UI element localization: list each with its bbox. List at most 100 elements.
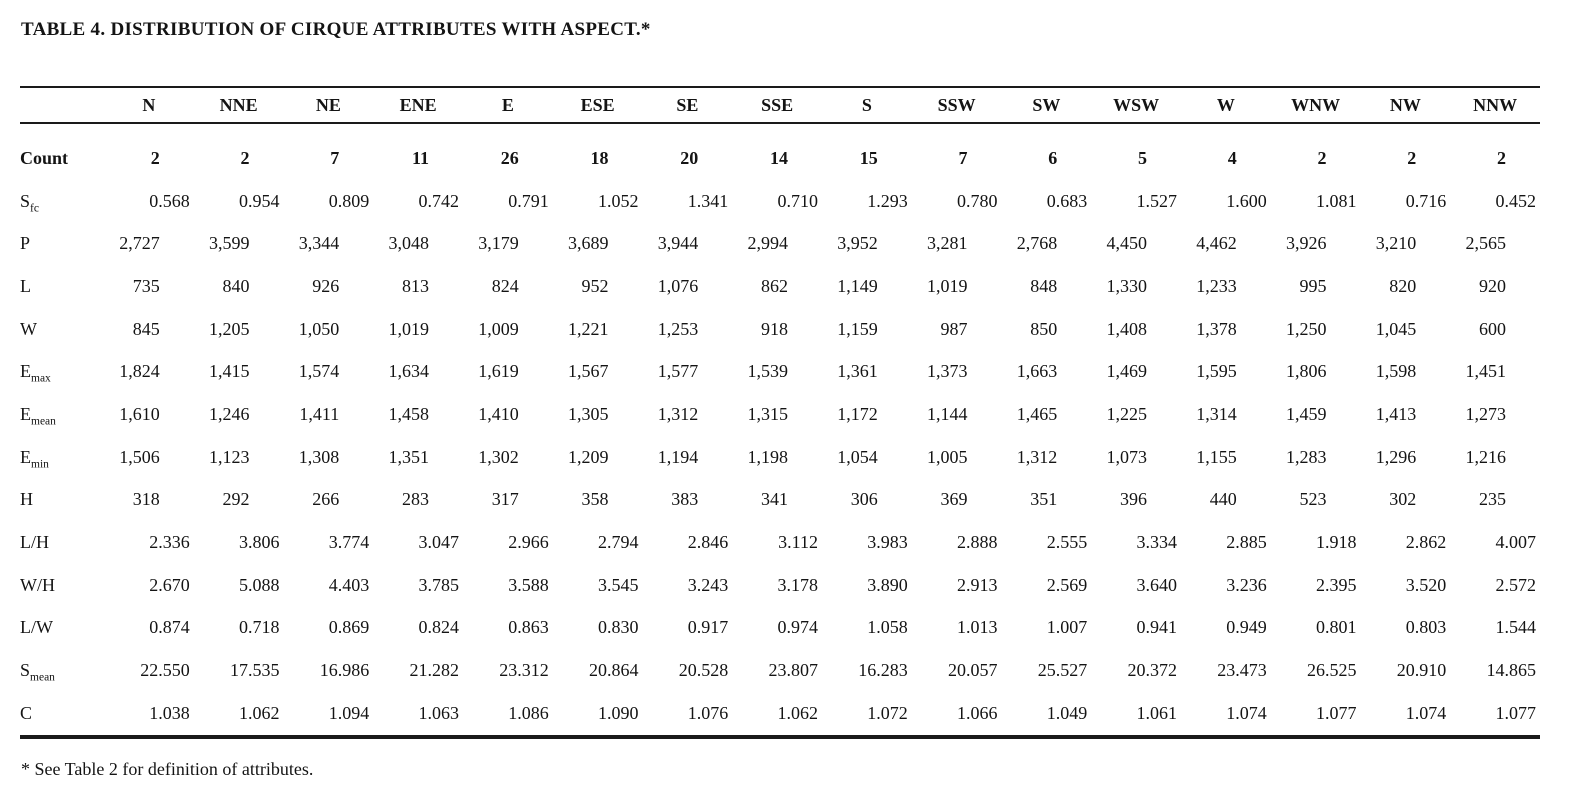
table-cell-e-mean-ne: 1,411: [299, 403, 340, 424]
table-cell-h-ene: 283: [402, 489, 429, 510]
table-row-count: Count 2 2 7 11 26 18 20 14 15 7 6 5 4 2 2 2: [20, 123, 1540, 180]
table-cell-count-n: 2: [150, 147, 160, 168]
table-cell-e-min-ne: 1,308: [298, 446, 340, 467]
table-body: Count 2 2 7 11 26 18 20 14 15 7 6 5 4 2 2 2 Sfc 0.568 0.954…: [20, 123, 1540, 739]
table-cell-l-w-ne: 0.869: [328, 617, 370, 638]
table-cell-s-mean-nne: 17.535: [230, 660, 280, 681]
table-cell-w-ne: 1,050: [298, 318, 340, 339]
table-cell-l-w-w: 0.949: [1226, 617, 1267, 638]
table-cell-s-mean-w: 23.473: [1217, 660, 1267, 681]
table-cell-h-nne: 292: [222, 489, 250, 510]
table-row-w: W 845 1,205 1,050 1,019 1,009 1,221 1,253 918 1,1…: [20, 308, 1540, 351]
table-cell-w-w: 1,378: [1196, 318, 1237, 339]
table-cell-s-mean-nw: 20.910: [1396, 660, 1447, 681]
table-cell-p-e: 3,179: [478, 233, 519, 254]
table-cell-count-ssw: 7: [958, 147, 968, 168]
table-cell-l-wnw: 995: [1299, 275, 1327, 296]
table-cell-h-s: 306: [850, 489, 878, 510]
table-cell-s-fc-e: 0.791: [508, 190, 549, 211]
table-cell-l-h-sse: 3.112: [778, 532, 818, 553]
table-cell-w-h-nnw: 2.572: [1495, 574, 1537, 595]
table-cell-c-ne: 1.094: [283, 691, 374, 739]
table-cell-s-mean-wnw: 26.525: [1307, 660, 1357, 681]
table-cell-w-h-nne: 5.088: [239, 574, 280, 595]
table-cell-e-max-ene: 1,634: [388, 361, 430, 382]
column-header-ssw: SSW: [911, 87, 1002, 124]
table-row-s-fc: Sfc 0.568 0.954 0.809 0.742 0.791 1.052 1.341 0.…: [20, 180, 1540, 223]
table-cell-s-mean-se: 20.528: [678, 660, 729, 681]
column-header-sse: SSE: [732, 87, 822, 124]
table-cell-e-max-sse: 1,539: [747, 361, 789, 382]
table-cell-p-wnw: 3,926: [1286, 233, 1327, 254]
table-cell-s-mean-s: 16.283: [858, 660, 908, 681]
table-cell-s-mean-sse: 23.807: [768, 660, 819, 681]
table-cell-l-w-nne: 0.718: [239, 617, 280, 638]
table-cell-l-ne: 926: [312, 275, 340, 296]
row-label-h: H: [20, 489, 33, 510]
table-cell-h-wsw: 396: [1120, 489, 1147, 510]
table-cell-s-fc-se: 1.341: [687, 190, 729, 211]
table-cell-s-mean-ne: 16.986: [319, 660, 370, 681]
table-cell-s-mean-ese: 20.864: [589, 660, 639, 681]
table-cell-s-fc-s: 1.293: [867, 190, 908, 211]
table-cell-count-ene: 11: [411, 147, 429, 168]
table-cell-e-max-w: 1,595: [1196, 361, 1237, 382]
table-cell-e-mean-ene: 1,458: [388, 403, 430, 424]
table-cell-e-min-wnw: 1,283: [1286, 446, 1327, 467]
table-cell-w-h-ese: 3.545: [598, 574, 639, 595]
table-cell-p-nnw: 2,565: [1465, 233, 1507, 254]
table-row-s-mean: Smean 22.550 17.535 16.986 21.282 23.312 20.86…: [20, 649, 1540, 692]
table-cell-p-ese: 3,689: [568, 233, 609, 254]
table-footnote: * See Table 2 for definition of attribut…: [21, 759, 314, 779]
table-cell-e-min-nw: 1,296: [1375, 446, 1417, 467]
table-cell-e-max-ne: 1,574: [298, 361, 340, 382]
table-cell-e-mean-nw: 1,413: [1375, 403, 1417, 424]
table-cell-count-se: 20: [680, 147, 699, 168]
table-cell-w-h-s: 3.890: [867, 574, 908, 595]
table-cell-s-fc-wnw: 1.081: [1316, 190, 1357, 211]
table-cell-p-wsw: 4,450: [1106, 233, 1148, 254]
table-cell-e-max-se: 1,577: [657, 361, 699, 382]
table-cell-w-h-e: 3.588: [508, 574, 549, 595]
table-cell-w-wnw: 1,250: [1286, 318, 1327, 339]
table-cell-e-max-s: 1,361: [837, 361, 878, 382]
table-cell-count-sw: 6: [1048, 147, 1058, 168]
table-cell-h-ssw: 369: [940, 489, 968, 510]
table-cell-l-w-n: 0.874: [149, 617, 190, 638]
table-cell-w-n: 845: [132, 318, 160, 339]
table-cell-p-sse: 2,994: [747, 233, 789, 254]
table-cell-l-h-nw: 2.862: [1405, 532, 1447, 553]
table-cell-l-sw: 848: [1030, 275, 1058, 296]
row-label-s-fc: Sfc: [20, 190, 39, 215]
table-cell-e-min-nne: 1,123: [209, 446, 250, 467]
table-cell-l-h-wnw: 1.918: [1316, 532, 1357, 553]
table-cell-l-nne: 840: [222, 275, 250, 296]
table-cell-c-ene: 1.063: [373, 691, 463, 739]
table-cell-e-max-nnw: 1,451: [1465, 361, 1507, 382]
table-cell-p-sw: 2,768: [1016, 233, 1058, 254]
table-cell-l-n: 735: [132, 275, 160, 296]
table-row-e-mean: Emean 1,610 1,246 1,411 1,458 1,410 1,305 1,312…: [20, 393, 1540, 436]
table-cell-e-mean-ese: 1,305: [568, 403, 609, 424]
table-cell-w-h-sse: 3.178: [777, 574, 819, 595]
table-cell-l-w-nw: 0.803: [1405, 617, 1447, 638]
table-cell-s-fc-ssw: 0.780: [957, 190, 998, 211]
table-cell-l-h-ne: 3.774: [328, 532, 370, 553]
column-header-ne: NE: [283, 87, 374, 124]
table-cell-c-s: 1.072: [822, 691, 912, 739]
table-cell-c-nnw: 1.077: [1450, 691, 1540, 739]
row-label-s-mean: Smean: [20, 660, 55, 684]
table-cell-c-se: 1.076: [642, 691, 733, 739]
table-cell-p-w: 4,462: [1196, 233, 1237, 254]
column-header-nw: NW: [1360, 87, 1451, 124]
table-cell-l-h-ssw: 2.888: [957, 532, 998, 553]
table-cell-e-min-wsw: 1,073: [1106, 446, 1148, 467]
table-cell-count-wsw: 5: [1138, 147, 1147, 168]
row-label-header: [20, 87, 104, 124]
table-cell-l-w-e: 0.863: [508, 617, 549, 638]
table-cell-w-ene: 1,019: [388, 318, 430, 339]
table-cell-c-sse: 1.062: [732, 691, 822, 739]
row-label-p: P: [20, 233, 31, 254]
row-label-e-mean: Emean: [20, 403, 56, 428]
table-cell-e-mean-nnw: 1,273: [1465, 403, 1507, 424]
